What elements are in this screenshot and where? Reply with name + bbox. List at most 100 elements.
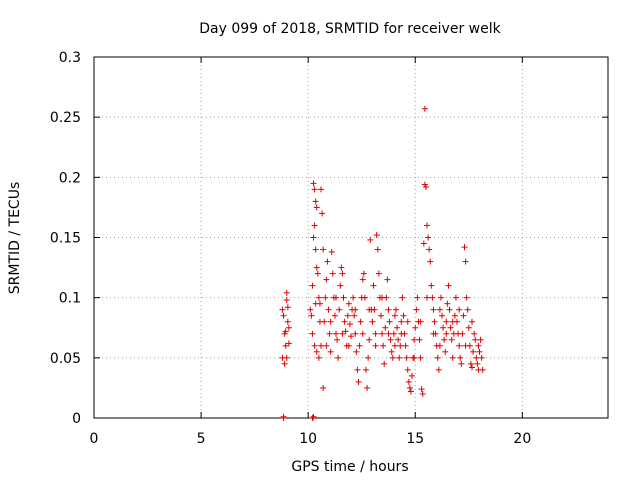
- data-point: [314, 270, 321, 277]
- data-point: [461, 244, 468, 251]
- data-point: [356, 342, 363, 349]
- data-point: [365, 354, 372, 361]
- data-point: [309, 330, 316, 337]
- data-point: [280, 312, 287, 319]
- grid-lines: [94, 57, 608, 418]
- data-point: [342, 328, 349, 335]
- data-point: [436, 306, 443, 313]
- y-tick-label: 0.1: [59, 291, 81, 307]
- data-point: [379, 330, 386, 337]
- data-point: [462, 258, 469, 265]
- data-point: [311, 342, 318, 349]
- x-tick-label: 15: [406, 431, 424, 447]
- data-point: [430, 330, 437, 337]
- data-point: [331, 312, 338, 319]
- data-point: [463, 294, 470, 301]
- y-tick-label: 0: [72, 411, 81, 427]
- data-point: [309, 415, 316, 421]
- data-point: [345, 342, 352, 349]
- data-point: [315, 354, 322, 361]
- data-point: [394, 324, 401, 331]
- data-point: [398, 318, 405, 325]
- data-point: [414, 294, 421, 301]
- data-point: [456, 342, 463, 349]
- x-tick-label: 5: [197, 431, 206, 447]
- data-point: [318, 186, 325, 193]
- x-tick-label: 20: [513, 431, 531, 447]
- data-point: [429, 294, 436, 301]
- data-point: [327, 318, 334, 325]
- data-point: [404, 366, 411, 373]
- data-point: [435, 366, 442, 373]
- chart-title: Day 099 of 2018, SRMTID for receiver wel…: [199, 21, 501, 37]
- data-point: [346, 321, 353, 328]
- data-point: [337, 282, 344, 289]
- data-point: [385, 306, 392, 313]
- y-tick-label: 0.3: [59, 50, 81, 66]
- data-point: [449, 354, 456, 361]
- data-point: [377, 312, 384, 319]
- data-point: [437, 294, 444, 301]
- data-point: [398, 330, 405, 337]
- data-point: [419, 390, 426, 397]
- data-point: [334, 336, 341, 343]
- data-point: [285, 340, 292, 347]
- data-point: [322, 294, 329, 301]
- data-point: [325, 306, 332, 313]
- data-point: [312, 300, 319, 307]
- data-point: [457, 354, 464, 361]
- data-point: [447, 324, 454, 331]
- data-point: [389, 354, 396, 361]
- data-point: [459, 330, 466, 337]
- data-point: [439, 312, 446, 319]
- data-point: [387, 336, 394, 343]
- data-point: [308, 312, 315, 319]
- data-point: [282, 328, 289, 335]
- data-point: [452, 294, 459, 301]
- data-point: [395, 336, 402, 343]
- y-axis-label: SRMTID / TECUs: [7, 182, 23, 295]
- data-point: [476, 348, 483, 355]
- data-point: [355, 378, 362, 385]
- data-point: [404, 318, 411, 325]
- data-point: [370, 282, 377, 289]
- data-point: [458, 360, 465, 367]
- data-point: [388, 348, 395, 355]
- data-point: [323, 342, 330, 349]
- data-point: [465, 324, 472, 331]
- data-point: [396, 354, 403, 361]
- data-point: [443, 318, 450, 325]
- data-point: [380, 342, 387, 349]
- data-point: [469, 364, 476, 371]
- data-point: [324, 258, 331, 265]
- data-point: [424, 222, 431, 229]
- data-point: [366, 336, 373, 343]
- y-tick-label: 0.25: [50, 110, 81, 126]
- x-tick-label: 10: [299, 431, 317, 447]
- data-point: [351, 312, 358, 319]
- data-point: [339, 270, 346, 277]
- data-point: [313, 348, 320, 355]
- data-point: [479, 366, 486, 373]
- data-point: [284, 318, 291, 325]
- data-point: [446, 306, 453, 313]
- data-point: [441, 336, 448, 343]
- data-point: [313, 204, 320, 211]
- data-point: [469, 318, 476, 325]
- data-point: [310, 234, 317, 241]
- data-point: [323, 276, 330, 283]
- data-point: [311, 222, 318, 229]
- data-point: [402, 342, 409, 349]
- data-point: [338, 264, 345, 271]
- data-point: [460, 312, 467, 319]
- data-point: [327, 348, 334, 355]
- data-point: [336, 306, 343, 313]
- data-point: [420, 240, 427, 247]
- y-ticks: 0 0.05 0.1 0.15 0.2 0.25 0.3: [50, 50, 608, 427]
- data-point: [283, 297, 290, 304]
- data-point: [477, 336, 484, 343]
- data-point: [285, 324, 292, 331]
- data-point: [390, 330, 397, 337]
- data-point: [345, 300, 352, 307]
